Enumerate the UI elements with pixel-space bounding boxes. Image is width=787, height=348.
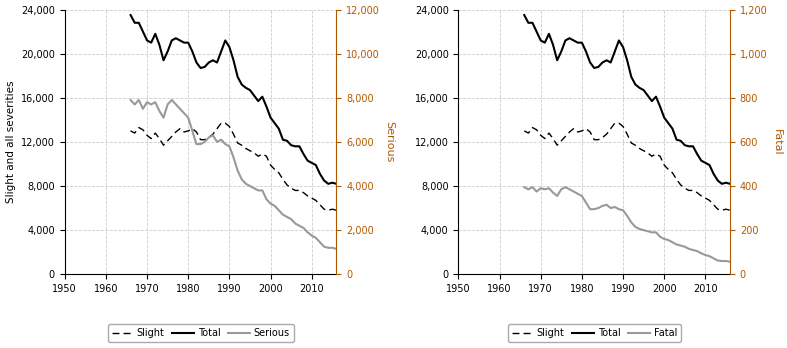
Line: Slight: Slight [131,123,336,210]
Slight [726,208,735,212]
Total [323,182,333,186]
Slight [582,127,591,131]
Fatal [656,235,665,239]
Slight [331,208,341,212]
Total [187,49,197,54]
Slight [126,129,135,133]
Fatal [582,200,591,205]
Line: Serious: Serious [131,100,336,249]
Slight [586,130,595,134]
Fatal [565,187,575,191]
Slight [327,207,337,211]
Slight [187,127,197,131]
Total [565,36,575,40]
Total [656,104,665,109]
Total [717,182,726,186]
Line: Total: Total [524,15,730,184]
Line: Total: Total [131,15,336,184]
Slight [192,130,201,134]
Slight [216,121,226,125]
Serious [331,247,341,251]
Y-axis label: Serious: Serious [384,121,394,163]
Total [726,182,735,186]
Slight [266,163,275,167]
Slight [519,129,529,133]
Y-axis label: Slight and all severities: Slight and all severities [6,81,16,203]
Fatal [667,240,677,244]
Slight [171,130,180,134]
Total [171,36,180,40]
Total [582,49,591,54]
Slight [323,208,333,212]
Total [331,182,341,186]
Total [274,127,283,131]
Slight [278,177,287,182]
Line: Fatal: Fatal [524,187,730,262]
Slight [610,121,619,125]
Fatal [586,207,595,211]
Slight [565,130,575,134]
Total [667,127,677,131]
Fatal [721,259,730,263]
Total [262,104,272,109]
Slight [660,163,669,167]
Line: Slight: Slight [524,123,730,210]
Total [586,61,595,65]
Serious [274,208,283,212]
Total [327,181,337,185]
Total [519,13,529,17]
Y-axis label: Fatal: Fatal [771,129,781,155]
Fatal [726,260,735,264]
Serious [192,142,201,146]
Fatal [519,185,529,189]
Serious [327,246,337,250]
Legend: Slight, Total, Fatal: Slight, Total, Fatal [508,324,681,342]
Serious [262,197,272,201]
Slight [721,207,730,211]
Total [192,61,201,65]
Serious [187,129,197,133]
Serious [171,102,180,106]
Slight [672,177,682,182]
Serious [126,98,135,102]
Total [126,13,135,17]
Legend: Slight, Total, Serious: Slight, Total, Serious [108,324,294,342]
Total [721,181,730,185]
Slight [717,208,726,212]
